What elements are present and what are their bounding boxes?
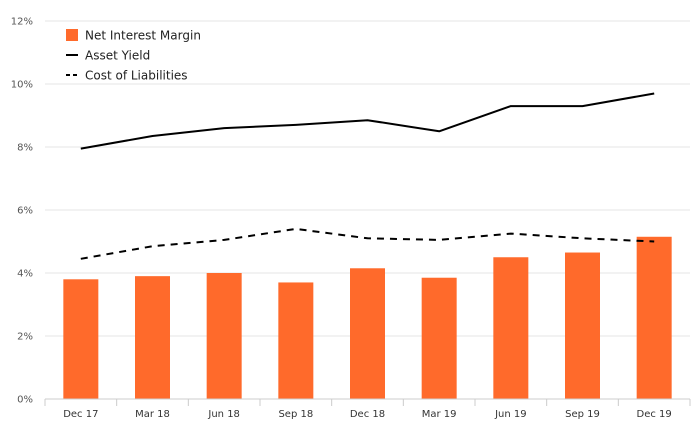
x-tick-label: Dec 18	[350, 409, 385, 420]
line-asset-yield	[80, 92, 655, 150]
line-series	[80, 92, 655, 260]
x-tick-label: Dec 17	[63, 409, 98, 420]
legend: Net Interest Margin Asset Yield Cost of Li…	[66, 29, 201, 83]
y-tick-label: 12%	[11, 17, 33, 28]
bar-net-interest-margin	[421, 277, 457, 399]
x-tick-label: Mar 19	[422, 409, 457, 420]
y-tick-label: 2%	[17, 332, 33, 343]
y-tick-label: 8%	[17, 143, 33, 154]
y-tick-label: 10%	[11, 80, 33, 91]
y-tick-label: 0%	[17, 395, 33, 406]
legend-label: Net Interest Margin	[85, 29, 201, 43]
x-tick-label: Jun 18	[207, 409, 240, 420]
bar-net-interest-margin	[63, 279, 99, 399]
bar-net-interest-margin	[493, 257, 529, 399]
x-tick-label: Dec 19	[637, 409, 672, 420]
bar-net-interest-margin	[278, 282, 314, 399]
x-tick-label: Sep 18	[278, 409, 313, 420]
legend-label: Asset Yield	[85, 49, 150, 63]
x-tick-label: Mar 18	[135, 409, 170, 420]
line-cost-of-liabilities	[80, 227, 655, 260]
bar-net-interest-margin	[350, 268, 385, 399]
y-tick-label: 6%	[17, 206, 33, 217]
x-axis: Dec 17 Mar 18 Jun 18 Sep 18 Dec 18 Mar 19 Jun …	[44, 398, 691, 420]
x-tick-label: Jun 19	[494, 409, 527, 420]
x-tick-label: Sep 19	[565, 409, 600, 420]
y-axis: 0% 2% 4% 6% 8% 10% 12%	[11, 17, 33, 406]
bar-series	[63, 236, 672, 399]
bar-net-interest-margin	[206, 273, 242, 399]
y-tick-label: 4%	[17, 269, 33, 280]
bar-net-interest-margin	[636, 236, 672, 399]
legend-label: Cost of Liabilities	[85, 69, 188, 83]
bar-net-interest-margin	[135, 276, 170, 399]
legend-swatch-bar	[66, 29, 78, 41]
bar-net-interest-margin	[565, 252, 600, 399]
